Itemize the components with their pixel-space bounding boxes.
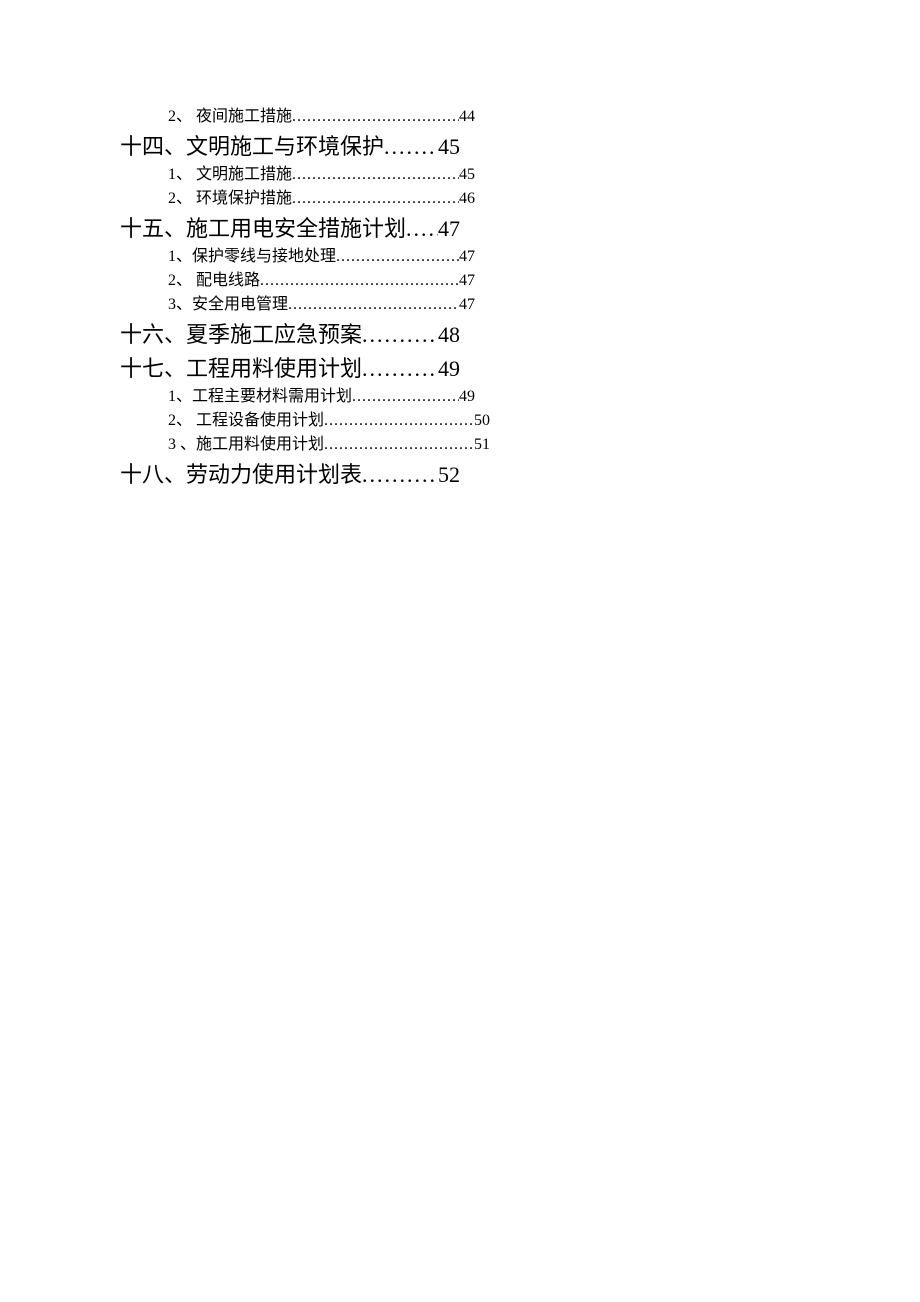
toc-leader: ........................................… (324, 433, 474, 457)
toc-label: 1、 文明施工措施 (168, 163, 292, 187)
toc-page: 52 (438, 459, 460, 491)
toc-leader: ........................................… (292, 163, 459, 187)
toc-page: 48 (438, 319, 460, 351)
toc-leader: ........................................… (352, 385, 459, 409)
toc-entry: 2、 配电线路 ................................… (120, 269, 475, 293)
toc-label: 2、 配电线路 (168, 269, 260, 293)
toc-leader: ........................................… (362, 459, 438, 491)
toc-page: 49 (459, 385, 475, 409)
toc-heading: 十四、文明施工与环境保护 ...........................… (120, 131, 460, 163)
toc-page: 50 (474, 409, 490, 433)
toc-leader: ........................................… (362, 319, 438, 351)
toc-entry: 1、保护零线与接地处理 ............................… (120, 245, 475, 269)
toc-page: 47 (438, 213, 460, 245)
toc-entry: 2、 工程设备使用计划 ............................… (120, 409, 490, 433)
toc-label: 十六、夏季施工应急预案 (120, 319, 362, 351)
toc-label: 1、保护零线与接地处理 (168, 245, 336, 269)
toc-leader: ........................................… (362, 353, 438, 385)
toc-page: 47 (459, 269, 475, 293)
toc-leader: ........................................… (288, 293, 459, 317)
toc-label: 2、 环境保护措施 (168, 187, 292, 211)
table-of-contents: 2、 夜间施工措施 ..............................… (120, 105, 560, 491)
toc-page: 46 (459, 187, 475, 211)
toc-entry: 1、工程主要材料需用计划 ...........................… (120, 385, 475, 409)
toc-heading: 十七、工程用料使用计划 ............................… (120, 353, 460, 385)
toc-label: 十五、施工用电安全措施计划 (120, 213, 406, 245)
toc-entry: 3 、施工用料使用计划 ............................… (120, 433, 490, 457)
toc-leader: ........................................… (292, 105, 459, 129)
toc-page: 51 (474, 433, 490, 457)
toc-leader: ........................................… (384, 131, 438, 163)
toc-heading: 十六、夏季施工应急预案 ............................… (120, 319, 460, 351)
toc-label: 3 、施工用料使用计划 (168, 433, 324, 457)
toc-heading: 十八、劳动力使用计划表 ............................… (120, 459, 460, 491)
toc-page: 47 (459, 293, 475, 317)
toc-label: 1、工程主要材料需用计划 (168, 385, 352, 409)
toc-entry: 2、 夜间施工措施 ..............................… (120, 105, 475, 129)
toc-leader: ........................................… (406, 213, 438, 245)
toc-leader: ........................................… (260, 269, 459, 293)
toc-label: 十八、劳动力使用计划表 (120, 459, 362, 491)
toc-heading: 十五、施工用电安全措施计划 ..........................… (120, 213, 460, 245)
toc-page: 47 (459, 245, 475, 269)
toc-leader: ........................................… (324, 409, 474, 433)
toc-leader: ........................................… (292, 187, 459, 211)
toc-entry: 2、 环境保护措施 ..............................… (120, 187, 475, 211)
toc-page: 44 (459, 105, 475, 129)
toc-page: 45 (459, 163, 475, 187)
toc-entry: 1、 文明施工措施 ..............................… (120, 163, 475, 187)
toc-label: 十四、文明施工与环境保护 (120, 131, 384, 163)
toc-leader: ........................................… (336, 245, 459, 269)
toc-entry: 3、安全用电管理 ...............................… (120, 293, 475, 317)
toc-label: 3、安全用电管理 (168, 293, 288, 317)
toc-label: 十七、工程用料使用计划 (120, 353, 362, 385)
toc-label: 2、 工程设备使用计划 (168, 409, 324, 433)
toc-page: 45 (438, 131, 460, 163)
toc-label: 2、 夜间施工措施 (168, 105, 292, 129)
toc-page: 49 (438, 353, 460, 385)
